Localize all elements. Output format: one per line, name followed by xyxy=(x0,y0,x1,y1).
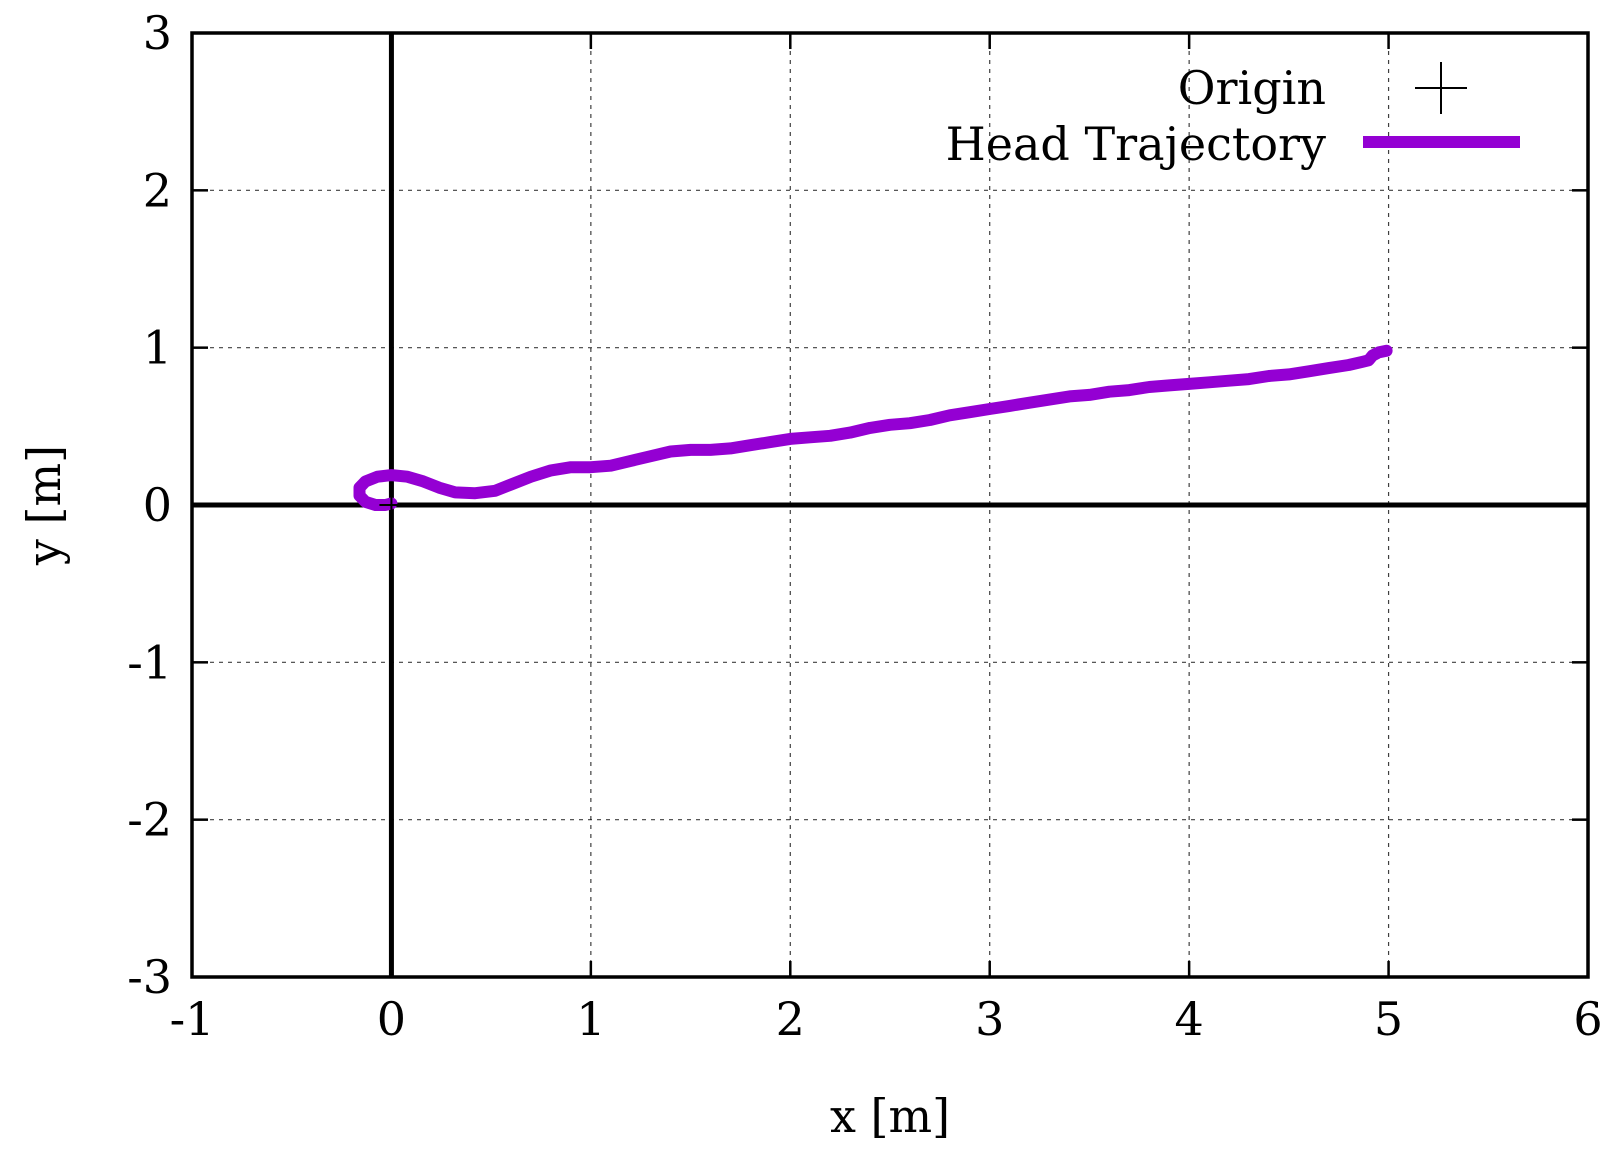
ticks xyxy=(190,31,1590,979)
series-layer xyxy=(353,344,1393,517)
y-axis-label: y [m] xyxy=(17,445,71,566)
x-tick-label: 2 xyxy=(776,992,805,1046)
x-tick-label: -1 xyxy=(170,992,215,1046)
tick-labels: -1 0 1 2 3 4 5 6 -3 -2 -1 0 1 2 3 xyxy=(127,6,1602,1046)
y-tick-label: 1 xyxy=(143,321,172,375)
origin-marker xyxy=(379,493,404,517)
x-tick-label: 0 xyxy=(377,992,406,1046)
x-tick-label: 6 xyxy=(1573,992,1602,1046)
x-tick-label: 3 xyxy=(975,992,1004,1046)
x-tick-label: 5 xyxy=(1374,992,1403,1046)
y-tick-label: 2 xyxy=(143,163,172,217)
legend-label-head-trajectory: Head Trajectory xyxy=(946,117,1326,171)
x-axis-label: x [m] xyxy=(830,1089,950,1143)
x-tick-label: 4 xyxy=(1175,992,1204,1046)
y-tick-label: -2 xyxy=(127,793,172,847)
x-tick-label: 1 xyxy=(576,992,605,1046)
y-tick-label: 3 xyxy=(143,6,172,60)
head-trajectory-line xyxy=(353,344,1393,511)
legend-label-origin: Origin xyxy=(1178,61,1326,115)
y-tick-label: -3 xyxy=(127,950,172,1004)
y-tick-label: -1 xyxy=(127,635,172,689)
y-tick-label: 0 xyxy=(143,478,172,532)
legend-marker-origin xyxy=(1415,62,1467,114)
